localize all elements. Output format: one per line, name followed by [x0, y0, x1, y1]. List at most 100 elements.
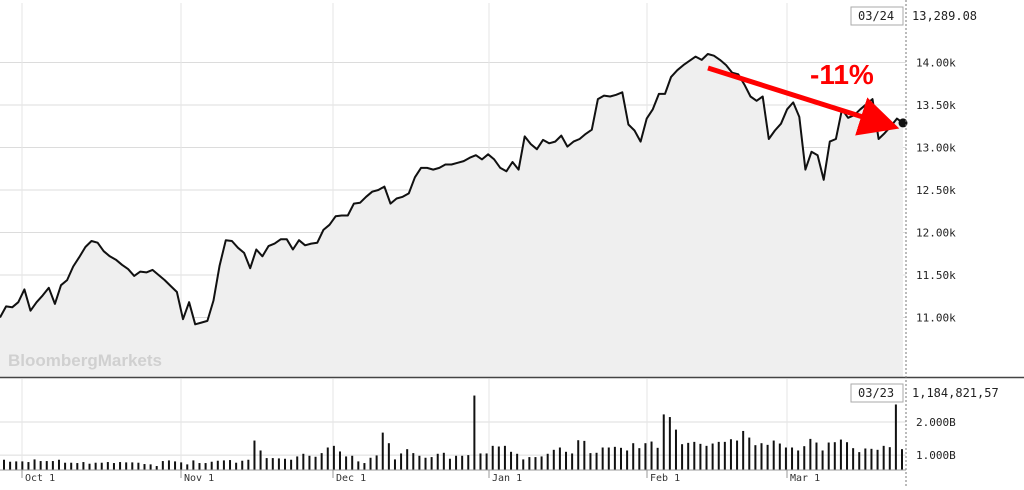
volume-bar	[39, 461, 42, 470]
volume-bar	[528, 457, 531, 470]
volume-bar	[668, 417, 671, 470]
price-readout-value: 13,289.08	[912, 9, 977, 23]
volume-bar	[290, 459, 293, 470]
volume-bar	[711, 443, 714, 470]
volume-bar	[565, 451, 568, 470]
volume-bar	[894, 404, 897, 470]
volume-bar	[742, 430, 745, 470]
volume-bar	[149, 464, 152, 470]
volume-bar	[76, 463, 79, 470]
x-tick-label: Feb 1	[650, 473, 680, 484]
price-readout-date-box	[850, 6, 904, 26]
volume-bar	[167, 460, 170, 470]
volume-bar	[216, 460, 219, 470]
volume-bar	[131, 462, 134, 470]
volume-bar	[64, 462, 67, 470]
price-readout-date: 03/24	[858, 9, 894, 23]
volume-bar	[485, 453, 488, 470]
volume-bar	[815, 442, 818, 470]
volume-bar	[595, 452, 598, 470]
volume-bar	[88, 463, 91, 470]
volume-bar	[491, 445, 494, 470]
volume-bar	[338, 451, 341, 470]
volume-bar	[479, 453, 482, 470]
volume-bar	[827, 442, 830, 470]
volume-bar	[174, 461, 177, 470]
volume-bar	[436, 453, 439, 470]
volume-bar	[351, 455, 354, 470]
volume-bar	[412, 453, 415, 470]
volume-bar	[302, 453, 305, 470]
volume-bar	[430, 457, 433, 470]
volume-bar	[601, 447, 604, 470]
volume-bar	[809, 438, 812, 470]
volume-readout-date-box	[850, 383, 904, 403]
price-y-tick-label: 14.00k	[916, 57, 956, 70]
volume-bar	[326, 447, 329, 470]
volume-bar	[534, 457, 537, 470]
volume-bar	[748, 437, 751, 470]
volume-bar	[729, 439, 732, 470]
volume-bar	[626, 450, 629, 470]
volume-bar	[736, 440, 739, 470]
x-tick-label: Dec 1	[336, 473, 366, 484]
price-y-tick-label: 12.00k	[916, 227, 956, 240]
x-tick-label: Oct 1	[25, 473, 55, 484]
volume-bar	[284, 458, 287, 470]
volume-bar	[876, 449, 879, 470]
volume-bar	[222, 460, 225, 470]
volume-bar	[888, 447, 891, 470]
volume-bar	[192, 460, 195, 470]
volume-bar	[552, 449, 555, 470]
volume-bar	[650, 441, 653, 470]
volume-bar	[546, 453, 549, 470]
volume-bar	[296, 456, 299, 470]
volume-bar	[271, 458, 274, 470]
volume-bar	[522, 459, 525, 470]
price-panel: 11.00k 11.50k 12.00k 12.50k 13.00k 13.50k 14.0…	[0, 3, 956, 377]
volume-bar	[772, 440, 775, 470]
volume-bar	[210, 461, 213, 470]
volume-bar	[571, 453, 574, 470]
volume-bar	[45, 461, 48, 470]
volume-bar	[705, 445, 708, 470]
volume-bar	[424, 457, 427, 470]
volume-bar	[846, 442, 849, 470]
volume-bar	[137, 462, 140, 470]
volume-bar	[693, 441, 696, 470]
volume-bar	[357, 461, 360, 470]
volume-bar	[186, 464, 189, 470]
volume-bar	[204, 463, 207, 470]
volume-bar	[369, 457, 372, 470]
x-tick-label: Nov 1	[184, 473, 214, 484]
volume-bar	[870, 448, 873, 470]
volume-bar	[681, 444, 684, 470]
volume-bar	[882, 445, 885, 470]
volume-bar	[687, 442, 690, 470]
volume-bar	[363, 463, 366, 470]
price-y-tick-label: 11.00k	[916, 312, 956, 325]
volume-bar	[247, 459, 250, 470]
volume-bar	[797, 450, 800, 470]
volume-bar	[393, 459, 396, 470]
price-area	[0, 54, 903, 377]
volume-bar	[277, 458, 280, 470]
volume-bar	[852, 448, 855, 470]
price-y-tick-label: 13.50k	[916, 99, 956, 112]
x-tick-label: Mar 1	[790, 473, 820, 484]
volume-bar	[15, 461, 18, 470]
volume-bar	[345, 456, 348, 470]
volume-bar	[577, 440, 580, 470]
volume-y-tick-label: 1.000B	[916, 449, 956, 462]
last-price-marker	[898, 118, 908, 128]
volume-bar	[448, 458, 451, 470]
price-y-tick-label: 11.50k	[916, 269, 956, 282]
volume-bar	[265, 458, 268, 470]
volume-bar	[455, 455, 458, 470]
volume-bar	[94, 462, 97, 470]
volume-bar	[198, 463, 201, 470]
volume-bar	[332, 445, 335, 470]
volume-bar	[589, 453, 592, 470]
